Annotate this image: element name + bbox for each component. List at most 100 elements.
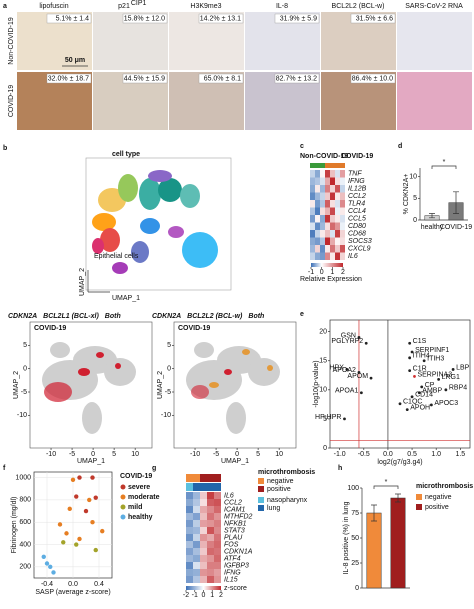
annotation-cell bbox=[200, 474, 207, 482]
point-label: GSN bbox=[341, 332, 356, 339]
y-tick-label: 20 bbox=[319, 328, 327, 335]
heatmap-cell bbox=[325, 170, 330, 178]
heatmap-cell bbox=[207, 534, 214, 541]
heatmap-cell bbox=[315, 192, 320, 200]
heatmap-cell bbox=[330, 222, 335, 230]
heatmap-cell bbox=[330, 215, 335, 223]
heatmap-cell bbox=[207, 506, 214, 513]
heatmap-cell bbox=[186, 492, 193, 499]
row-label: CCL4 bbox=[348, 208, 366, 215]
heatmap-cell bbox=[325, 200, 330, 208]
heatmap-cell bbox=[340, 230, 345, 238]
point-label: APOA1 bbox=[335, 388, 358, 395]
value-box bbox=[198, 73, 244, 84]
heatmap-cell bbox=[186, 569, 193, 576]
error-bar bbox=[371, 504, 377, 522]
heatmap-cell bbox=[214, 513, 221, 520]
heatmap-cell bbox=[315, 252, 320, 260]
row-label: Non-COVID-19 bbox=[8, 17, 15, 65]
x-tick-label: 10 bbox=[275, 451, 283, 458]
error-bar bbox=[429, 213, 435, 219]
row-label: CXCL9 bbox=[348, 246, 371, 253]
value-label: 15.8% ± 12.0 bbox=[124, 16, 165, 23]
point-label: HP;HPR bbox=[315, 414, 341, 421]
point bbox=[408, 356, 412, 360]
point bbox=[357, 336, 361, 339]
heatmap-cell bbox=[320, 192, 325, 200]
cluster-label: Epithelial cells bbox=[94, 253, 139, 260]
heatmap-cell bbox=[186, 576, 193, 583]
point bbox=[364, 341, 368, 345]
point-label: SERPINA3 bbox=[417, 371, 452, 378]
heatmap-cell bbox=[310, 200, 315, 208]
point bbox=[83, 508, 89, 514]
x-axis-label: UMAP_1 bbox=[77, 458, 105, 465]
legend-marker bbox=[120, 514, 126, 520]
row-label: IGFBP3 bbox=[224, 562, 249, 569]
x-axis-label: SASP (average z-score) bbox=[35, 589, 110, 596]
heatmap-cell bbox=[315, 245, 320, 253]
point-label: APOA2 bbox=[333, 367, 356, 374]
point-label: PGLYRP2 bbox=[331, 338, 363, 345]
error-bar bbox=[395, 493, 401, 503]
heatmap-cell bbox=[193, 569, 200, 576]
heatmap-cell bbox=[214, 541, 221, 548]
x-axis-label: UMAP_1 bbox=[112, 295, 140, 302]
colorbar bbox=[186, 586, 221, 590]
row-label: FOS bbox=[224, 541, 239, 548]
heatmap-cell bbox=[320, 237, 325, 245]
heatmap-cell bbox=[330, 252, 335, 260]
panel-letter: d bbox=[398, 143, 402, 150]
y-tick-label: 5 bbox=[413, 195, 417, 202]
row-label: IFNG bbox=[348, 178, 365, 185]
legend-swatch bbox=[416, 504, 422, 510]
heatmap-cell bbox=[315, 170, 320, 178]
x-tick-label: 0.0 bbox=[68, 581, 78, 588]
heatmap-cell bbox=[310, 222, 315, 230]
heatmap-cell bbox=[186, 562, 193, 569]
heatmap-cell bbox=[335, 192, 340, 200]
heatmap-cell bbox=[193, 562, 200, 569]
group-bar bbox=[325, 163, 345, 168]
heatmap-cell bbox=[330, 170, 335, 178]
heatmap-cell bbox=[193, 548, 200, 555]
heatmap-cell bbox=[207, 541, 214, 548]
x-tick-label: healthy bbox=[421, 224, 444, 231]
row-label: CD68 bbox=[348, 231, 366, 238]
heatmap-cell bbox=[325, 177, 330, 185]
heatmap-cell bbox=[320, 200, 325, 208]
legend-swatch bbox=[258, 497, 264, 503]
heatmap-cell bbox=[325, 230, 330, 238]
colorbar-tick-label: 2 bbox=[219, 592, 223, 599]
legend-swatch bbox=[416, 494, 422, 500]
row-label: IL12B bbox=[348, 186, 367, 193]
heatmap-cell bbox=[335, 245, 340, 253]
row-label: TNF bbox=[348, 171, 362, 178]
x-axis-label: UMAP_1 bbox=[221, 458, 249, 465]
row-label: TLR4 bbox=[348, 201, 365, 208]
heatmap-cell bbox=[186, 527, 193, 534]
row-label: CD80 bbox=[348, 223, 366, 230]
colorbar-label: Relative Expression bbox=[300, 276, 362, 283]
point bbox=[343, 417, 346, 421]
point bbox=[408, 341, 412, 345]
value-label: 65.0% ± 8.1 bbox=[204, 76, 241, 83]
point-label: LRG1 bbox=[442, 374, 460, 381]
legend-title: microthrombosis bbox=[258, 469, 315, 476]
heatmap-cell bbox=[320, 245, 325, 253]
panel-letter: h bbox=[338, 465, 342, 472]
y-tick-label: 0 bbox=[355, 585, 359, 592]
point bbox=[74, 494, 79, 499]
heatmap-cell bbox=[335, 207, 340, 215]
point bbox=[90, 520, 95, 525]
point-label: SERPINF1 bbox=[415, 347, 449, 354]
heatmap-cell bbox=[193, 499, 200, 506]
value-label: 31.5% ± 6.6 bbox=[356, 16, 393, 23]
legend-entry: Both bbox=[105, 313, 121, 320]
y-axis-label: -log10(p-value) bbox=[313, 360, 320, 407]
legend-entry: CDKN2A bbox=[152, 313, 181, 320]
legend-entry: moderate bbox=[128, 494, 160, 501]
value-label: 32.0% ± 18.7 bbox=[48, 76, 89, 83]
heatmap-cell bbox=[340, 207, 345, 215]
point bbox=[70, 477, 76, 483]
